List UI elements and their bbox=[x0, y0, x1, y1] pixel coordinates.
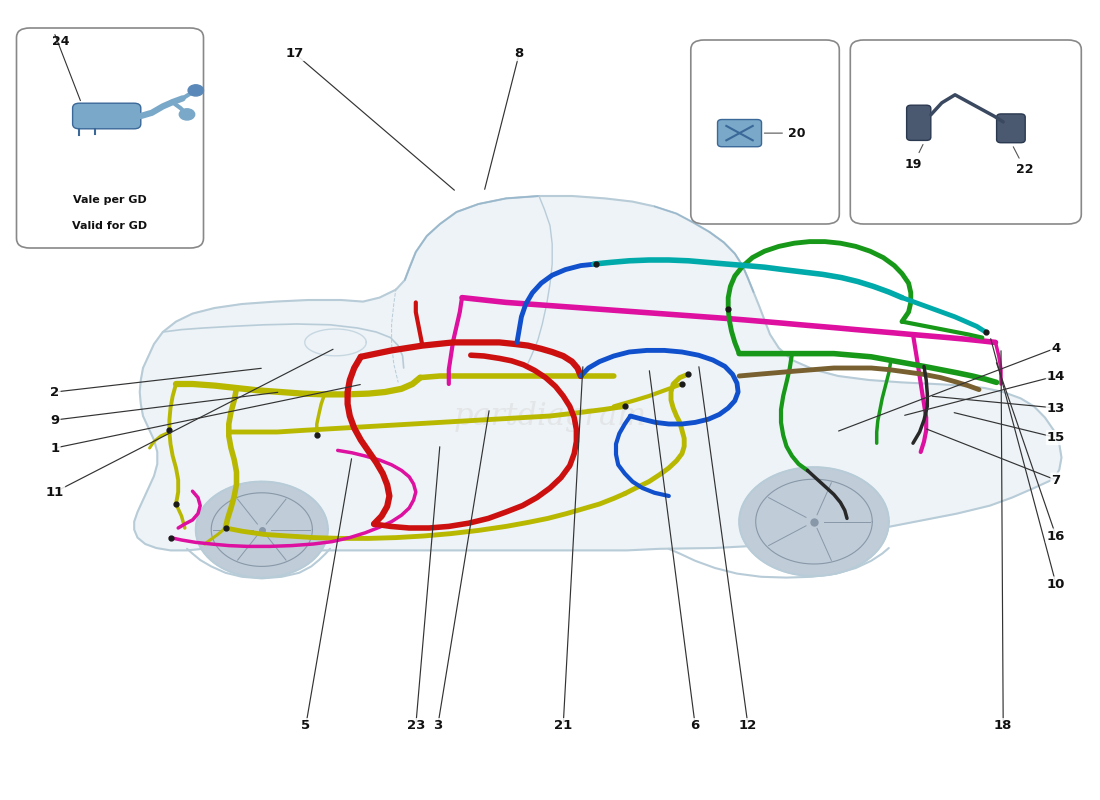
Text: 24: 24 bbox=[52, 34, 69, 48]
Text: 18: 18 bbox=[994, 719, 1012, 732]
Text: 11: 11 bbox=[46, 486, 64, 498]
FancyBboxPatch shape bbox=[717, 119, 761, 146]
Text: partdiagram: partdiagram bbox=[453, 401, 647, 431]
Text: 9: 9 bbox=[51, 414, 59, 426]
Polygon shape bbox=[739, 467, 889, 576]
Text: 3: 3 bbox=[433, 719, 442, 732]
Text: 2: 2 bbox=[51, 386, 59, 398]
Text: 1: 1 bbox=[51, 442, 59, 454]
FancyBboxPatch shape bbox=[691, 40, 839, 224]
Text: 23: 23 bbox=[407, 719, 425, 732]
Text: 20: 20 bbox=[764, 126, 805, 140]
Text: Vale per GD: Vale per GD bbox=[73, 194, 147, 205]
Text: 16: 16 bbox=[1047, 530, 1065, 542]
Text: 17: 17 bbox=[286, 47, 304, 60]
Text: 8: 8 bbox=[515, 47, 524, 60]
Text: 13: 13 bbox=[1047, 402, 1065, 414]
FancyBboxPatch shape bbox=[997, 114, 1025, 142]
FancyBboxPatch shape bbox=[73, 103, 141, 129]
Text: 19: 19 bbox=[904, 145, 923, 171]
FancyBboxPatch shape bbox=[850, 40, 1081, 224]
Text: 14: 14 bbox=[1047, 370, 1065, 382]
Text: 21: 21 bbox=[554, 719, 572, 732]
Polygon shape bbox=[196, 482, 328, 578]
Polygon shape bbox=[134, 196, 1062, 550]
Text: 4: 4 bbox=[1052, 342, 1060, 354]
Text: 22: 22 bbox=[1013, 146, 1034, 177]
Circle shape bbox=[179, 109, 195, 120]
Text: 6: 6 bbox=[691, 719, 700, 732]
Text: Valid for GD: Valid for GD bbox=[73, 221, 147, 231]
FancyBboxPatch shape bbox=[16, 28, 203, 248]
Circle shape bbox=[188, 85, 204, 96]
Text: 10: 10 bbox=[1047, 578, 1065, 590]
Text: 15: 15 bbox=[1047, 431, 1065, 444]
Text: 7: 7 bbox=[1052, 474, 1060, 486]
Text: 12: 12 bbox=[739, 719, 757, 732]
FancyBboxPatch shape bbox=[906, 105, 931, 141]
Text: 5: 5 bbox=[301, 719, 310, 732]
